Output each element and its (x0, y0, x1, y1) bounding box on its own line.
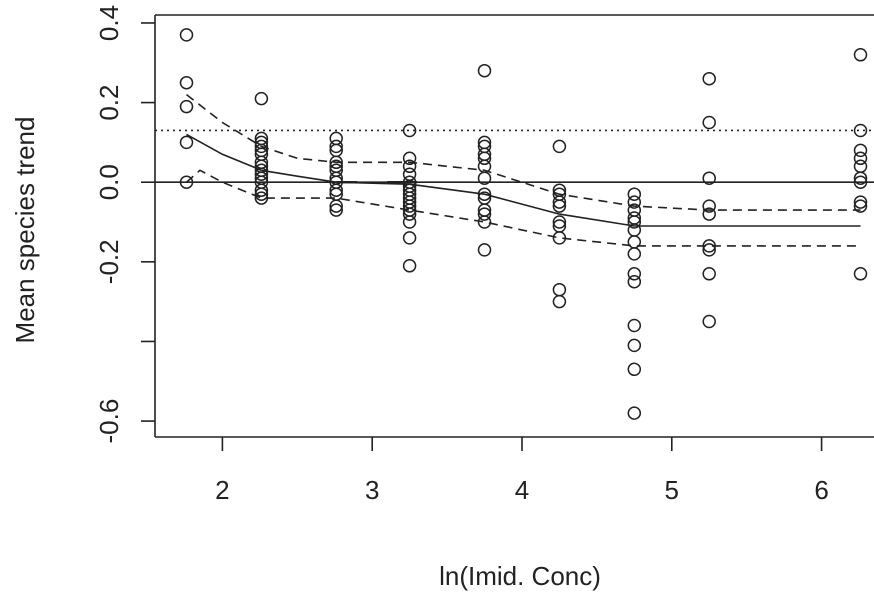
ci-lower-line (185, 169, 861, 247)
data-point (254, 91, 269, 106)
data-point (402, 199, 417, 213)
data-point (254, 167, 269, 181)
data-point (853, 267, 868, 281)
x-tick-label: 6 (814, 475, 828, 505)
data-point (853, 159, 868, 174)
data-point (627, 187, 642, 201)
data-point (179, 99, 194, 114)
data-point (254, 183, 269, 197)
data-point (853, 151, 868, 166)
data-point (853, 175, 868, 189)
data-point (254, 187, 269, 201)
data-point (179, 135, 194, 150)
data-point (702, 314, 716, 329)
data-point (702, 199, 716, 213)
data-point (627, 195, 642, 209)
data-point (179, 175, 194, 189)
data-point (329, 139, 343, 154)
y-tick-label: 0.4 (94, 5, 124, 41)
data-point (853, 48, 868, 62)
y-axis: 0.4 0.2 0.0 -0.2 -0.6 (94, 5, 155, 444)
data-point (627, 362, 642, 377)
y-tick-label: 0.0 (94, 164, 124, 200)
reference-lines (155, 129, 874, 184)
x-tick-label: 5 (665, 475, 679, 505)
data-point (853, 195, 868, 209)
x-tick-label: 3 (365, 475, 379, 505)
x-tick-label: 4 (515, 475, 529, 505)
data-point (477, 171, 492, 185)
data-point (552, 199, 567, 213)
x-axis: 2 3 4 5 6 (215, 437, 829, 505)
data-point (627, 274, 642, 289)
data-point (179, 28, 194, 42)
data-point (329, 155, 343, 170)
data-point (254, 191, 269, 205)
data-point (402, 207, 417, 221)
data-point (477, 63, 492, 78)
data-point (402, 123, 417, 138)
data-point (552, 294, 567, 309)
plot-frame (154, 14, 874, 438)
data-point (402, 159, 417, 174)
data-point (402, 231, 417, 245)
data-point (552, 231, 567, 245)
ci-upper-line (186, 93, 861, 211)
data-point (627, 215, 642, 229)
data-point (702, 243, 716, 257)
data-point (853, 199, 868, 213)
data-point (702, 207, 716, 221)
data-point (627, 318, 642, 333)
data-point (477, 243, 492, 257)
x-tick-label: 2 (215, 475, 229, 505)
data-points (179, 28, 868, 420)
x-axis-label: ln(Imid. Conc) (439, 561, 601, 591)
data-point (627, 267, 642, 281)
data-point (552, 215, 567, 229)
fit-lines (185, 93, 861, 247)
data-point (477, 207, 492, 221)
data-point (853, 123, 868, 138)
data-point (329, 183, 343, 197)
data-point (627, 247, 642, 261)
data-point (477, 187, 492, 201)
data-point (402, 215, 417, 229)
data-point (702, 267, 716, 281)
data-point (627, 235, 642, 249)
data-point (702, 171, 716, 185)
data-point (402, 259, 417, 273)
data-point (702, 71, 716, 86)
data-point (702, 239, 716, 253)
y-tick-label: -0.2 (94, 239, 124, 284)
data-point (402, 151, 417, 166)
data-point (552, 282, 567, 297)
data-point (329, 199, 343, 213)
y-tick-label: -0.6 (94, 399, 124, 444)
y-tick-label: 0.2 (94, 85, 124, 121)
data-point (329, 203, 343, 217)
data-point (552, 139, 567, 154)
data-point (853, 143, 868, 158)
data-point (552, 195, 567, 209)
data-point (179, 75, 194, 90)
y-axis-label: Mean species trend (10, 117, 40, 344)
data-point (853, 171, 868, 185)
data-point (477, 151, 492, 166)
data-point (627, 338, 642, 353)
data-point (627, 406, 642, 420)
data-point (702, 115, 716, 130)
data-point (477, 215, 492, 229)
data-point (254, 139, 269, 154)
fit-line (186, 133, 861, 227)
